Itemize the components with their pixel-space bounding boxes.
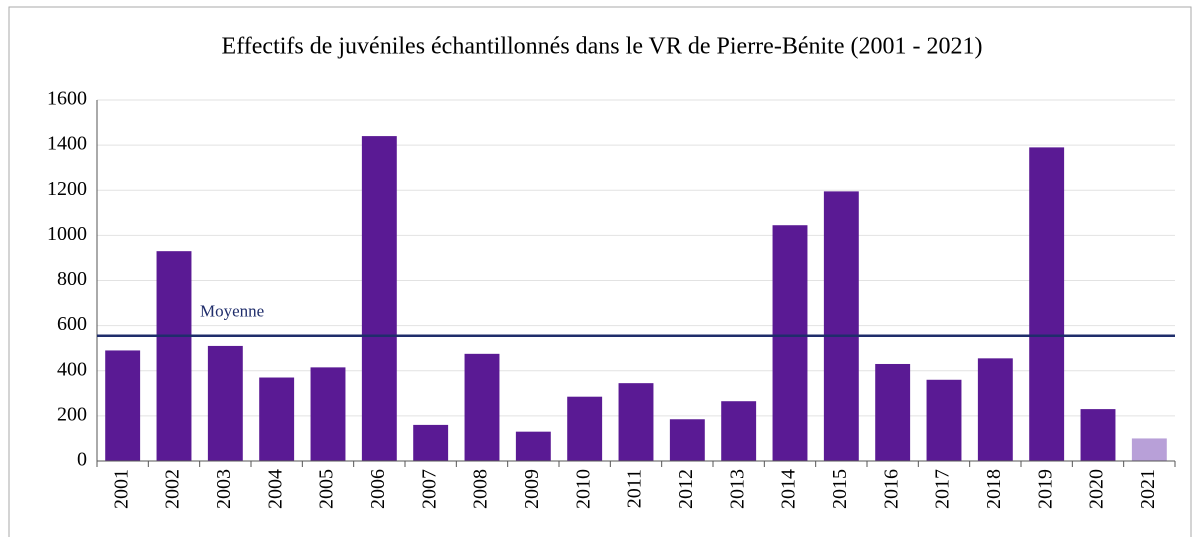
- x-tick-label: 2016: [880, 469, 902, 509]
- x-tick-label: 2012: [675, 469, 697, 509]
- x-tick-label: 2014: [778, 469, 800, 509]
- bar: [1029, 147, 1065, 461]
- y-tick-label: 400: [57, 358, 87, 380]
- x-tick-label: 2019: [1034, 469, 1056, 509]
- x-tick-label: 2004: [264, 469, 286, 509]
- x-tick-label: 2021: [1137, 469, 1159, 509]
- bar: [772, 225, 808, 461]
- x-tick-label: 2015: [829, 469, 851, 509]
- x-tick-label: 2010: [572, 469, 594, 509]
- bar: [515, 431, 551, 461]
- y-tick-label: 800: [57, 268, 87, 290]
- x-tick-label: 2006: [367, 469, 389, 509]
- bar: [875, 363, 911, 461]
- x-tick-label: 2001: [110, 469, 132, 509]
- bar: [310, 367, 346, 461]
- x-tick-label: 2009: [521, 469, 543, 509]
- x-tick-label: 2020: [1086, 469, 1108, 509]
- chart-frame: [8, 6, 1192, 537]
- bar: [977, 358, 1013, 461]
- y-tick-label: 1400: [47, 133, 87, 155]
- x-tick-label: 2003: [213, 469, 235, 509]
- x-tick-label: 2002: [162, 469, 184, 509]
- bar: [207, 345, 243, 461]
- y-tick-label: 1200: [47, 178, 87, 200]
- x-tick-label: 2005: [316, 469, 338, 509]
- bar: [259, 377, 295, 461]
- bar: [156, 251, 192, 461]
- x-tick-label: 2013: [726, 469, 748, 509]
- y-tick-label: 200: [57, 403, 87, 425]
- bar: [721, 401, 757, 461]
- bar: [618, 383, 654, 461]
- y-tick-label: 0: [77, 449, 87, 471]
- bar: [464, 353, 500, 461]
- bar: [105, 350, 141, 461]
- y-tick-label: 1000: [47, 223, 87, 245]
- bar: [413, 424, 449, 461]
- bar: [823, 191, 859, 462]
- bar: [361, 136, 397, 461]
- x-tick-label: 2018: [983, 469, 1005, 509]
- x-tick-label: 2011: [624, 469, 646, 508]
- bar: [1080, 409, 1116, 461]
- mean-label: Moyenne: [200, 302, 264, 321]
- bar: [567, 396, 603, 461]
- x-tick-label: 2017: [932, 469, 954, 509]
- bar: [926, 379, 962, 461]
- y-tick-label: 600: [57, 313, 87, 335]
- x-tick-label: 2008: [470, 469, 492, 509]
- y-tick-label: 1600: [47, 88, 87, 110]
- chart-title: Effectifs de juvéniles échantillonnés da…: [222, 34, 983, 60]
- bar: [1131, 438, 1167, 461]
- x-tick-label: 2007: [418, 469, 440, 509]
- bar: [669, 419, 705, 461]
